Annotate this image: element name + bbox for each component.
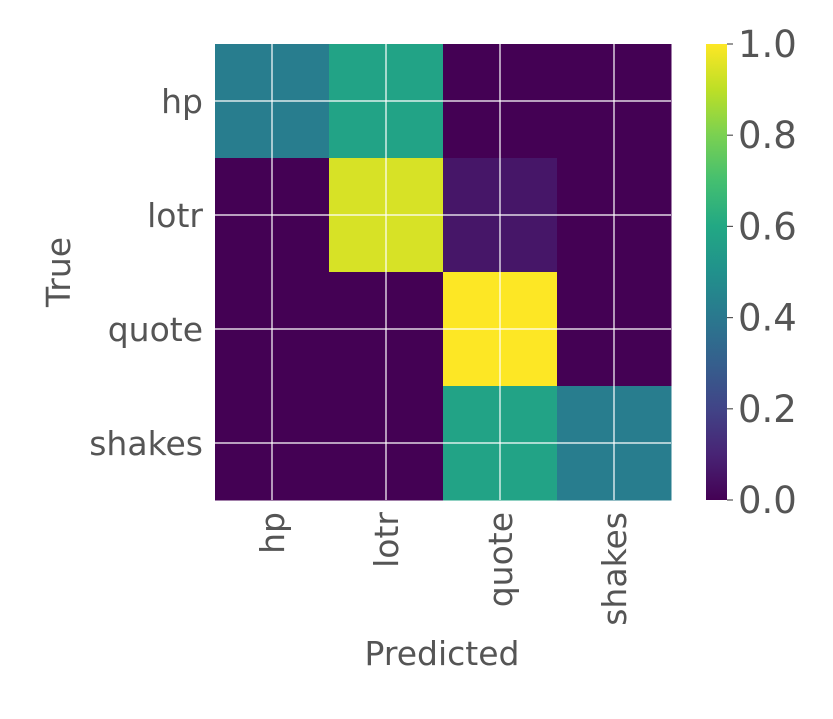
colorbar bbox=[706, 44, 727, 500]
heatmap-cells bbox=[215, 44, 672, 501]
x-tick-label: hp bbox=[253, 512, 292, 554]
x-tick-label: lotr bbox=[367, 512, 406, 568]
x-axis-ticks: hp lotr quote shakes bbox=[253, 512, 634, 626]
colorbar-tick-label: 0.2 bbox=[738, 388, 797, 431]
y-axis-ticks: hp lotr quote shakes bbox=[89, 82, 203, 463]
x-tick-label: quote bbox=[481, 512, 520, 607]
colorbar-tick-label: 0.0 bbox=[738, 479, 797, 522]
heatmap-gridlines bbox=[215, 44, 671, 500]
y-tick-label: lotr bbox=[147, 196, 203, 235]
x-tick-label: shakes bbox=[595, 512, 634, 626]
colorbar-tick-label: 0.4 bbox=[738, 297, 797, 340]
y-axis-label: True bbox=[39, 237, 78, 308]
colorbar-tick-label: 1.0 bbox=[738, 23, 797, 66]
colorbar-ticks: 0.0 0.2 0.4 0.6 0.8 1.0 bbox=[727, 23, 797, 522]
y-tick-label: hp bbox=[161, 82, 203, 121]
colorbar-tick-label: 0.8 bbox=[738, 114, 797, 157]
colorbar-tick-label: 0.6 bbox=[738, 205, 797, 248]
y-tick-label: quote bbox=[108, 310, 203, 349]
x-axis-label: Predicted bbox=[365, 634, 520, 673]
y-tick-label: shakes bbox=[89, 424, 203, 463]
